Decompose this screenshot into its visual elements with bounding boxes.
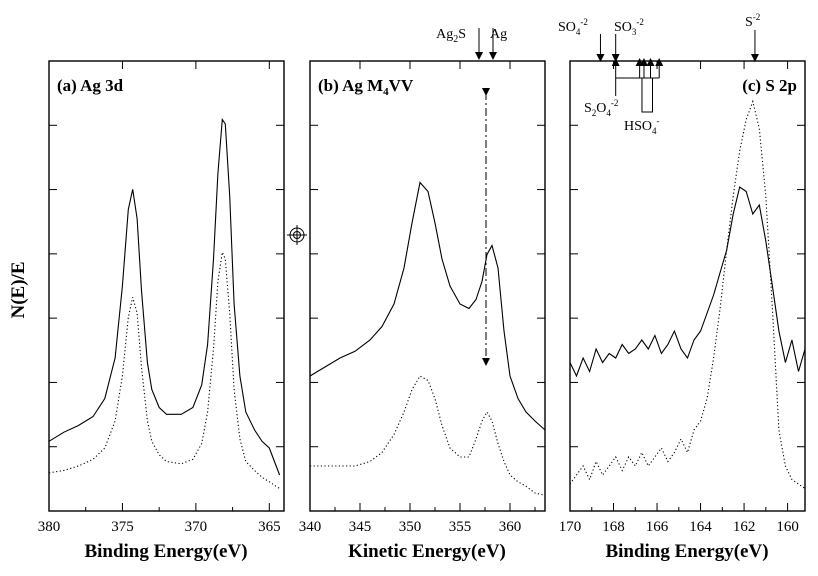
s2-label-sup: -2 — [753, 12, 761, 22]
x-tick-label: 170 — [559, 519, 582, 535]
x-tick-label: 370 — [185, 519, 208, 535]
x-tick-label: 166 — [646, 519, 669, 535]
panel-a-frame — [48, 60, 285, 512]
hso4-label-main: HSO — [624, 119, 652, 134]
x-tick-label: 168 — [602, 519, 625, 535]
hso4-label-sub: 4 — [652, 126, 657, 136]
dotted-spectrum-line — [569, 99, 806, 489]
panel-b-frame — [309, 60, 546, 512]
panel-b-label-tail: VV — [389, 76, 414, 95]
panel-ag-m4vv: (b) Ag M4VV Kinetic Energy(eV) 340 345 350… — [299, 60, 546, 562]
x-tick-label: 375 — [111, 519, 134, 535]
solid-spectrum-line — [309, 181, 546, 431]
panel-s-2p: (c) S 2p Binding Energy(eV) 170 168 166 164… — [559, 60, 806, 562]
x-tick-label: 355 — [449, 519, 472, 535]
so3-label: SO3-2 — [614, 17, 644, 37]
hso4-label: HSO4- — [624, 116, 660, 136]
x-tick-label: 360 — [499, 519, 522, 535]
x-tick-label: 340 — [299, 519, 322, 535]
panel-b-x-axis-title: Kinetic Energy(eV) — [348, 541, 506, 562]
panel-c-annotations: SO4-2 SO3-2 S-2 S2O4-2 HSO4- — [558, 12, 760, 136]
panel-ag-3d: (a) Ag 3d Binding Energy(eV) 380 375 370 36… — [38, 60, 285, 562]
solid-spectrum-line — [48, 117, 281, 476]
panel-b-label: (b) Ag M4VV — [318, 76, 414, 98]
so4-label-sup: -2 — [580, 17, 588, 27]
so3-label-main: SO — [614, 20, 632, 35]
panel-a-label: (a) Ag 3d — [57, 76, 124, 95]
so4-label: SO4-2 — [558, 17, 588, 37]
s2o4-label-sup: -2 — [611, 98, 619, 108]
ag2s-label: Ag2S — [436, 27, 466, 45]
crosshair-marker-icon — [287, 225, 307, 245]
so4-label-main: SO — [558, 20, 576, 35]
s2o4-label-main: S — [584, 101, 592, 116]
panel-b-label-sub: 4 — [383, 86, 389, 98]
panel-b-label-main: (b) Ag M — [318, 76, 383, 95]
x-tick-label: 365 — [258, 519, 281, 535]
x-tick-label: 164 — [689, 519, 712, 535]
so4-label-sub: 4 — [576, 27, 581, 37]
s2-label: S-2 — [745, 12, 760, 30]
y-axis-title: N(E)/E — [8, 262, 29, 319]
s2o4-label: S2O4-2 — [584, 98, 618, 118]
so3-label-sup: -2 — [636, 17, 644, 27]
solid-spectrum-line — [569, 186, 806, 378]
hso4-stem — [641, 78, 654, 113]
panel-b-annotations: Ag2S Ag — [436, 27, 507, 366]
panel-a-x-axis-title: Binding Energy(eV) — [84, 541, 247, 562]
so3-label-sub: 3 — [632, 27, 637, 37]
s2o4-label-mid: O — [596, 101, 606, 116]
x-tick-label: 350 — [399, 519, 422, 535]
x-tick-label: 160 — [776, 519, 799, 535]
s2o4-label-sub2: 4 — [606, 108, 611, 118]
ag2s-label-sub: 2 — [453, 34, 458, 45]
s2o4-label-sub1: 2 — [592, 108, 597, 118]
dotted-spectrum-line — [48, 250, 280, 489]
hso4-label-sup: - — [657, 116, 660, 126]
s2-label-main: S — [745, 15, 753, 30]
panel-c-frame — [569, 60, 806, 512]
panel-c-x-axis-title: Binding Energy(eV) — [605, 541, 768, 562]
ag2s-label-tail: S — [458, 27, 466, 42]
x-tick-label: 345 — [349, 519, 372, 535]
ag-label: Ag — [490, 27, 507, 42]
panel-c-label: (c) S 2p — [742, 76, 797, 95]
x-tick-label: 162 — [733, 519, 756, 535]
ag2s-label-main: Ag — [436, 27, 453, 42]
dotted-spectrum-line — [310, 375, 546, 496]
x-tick-label: 380 — [38, 519, 61, 535]
